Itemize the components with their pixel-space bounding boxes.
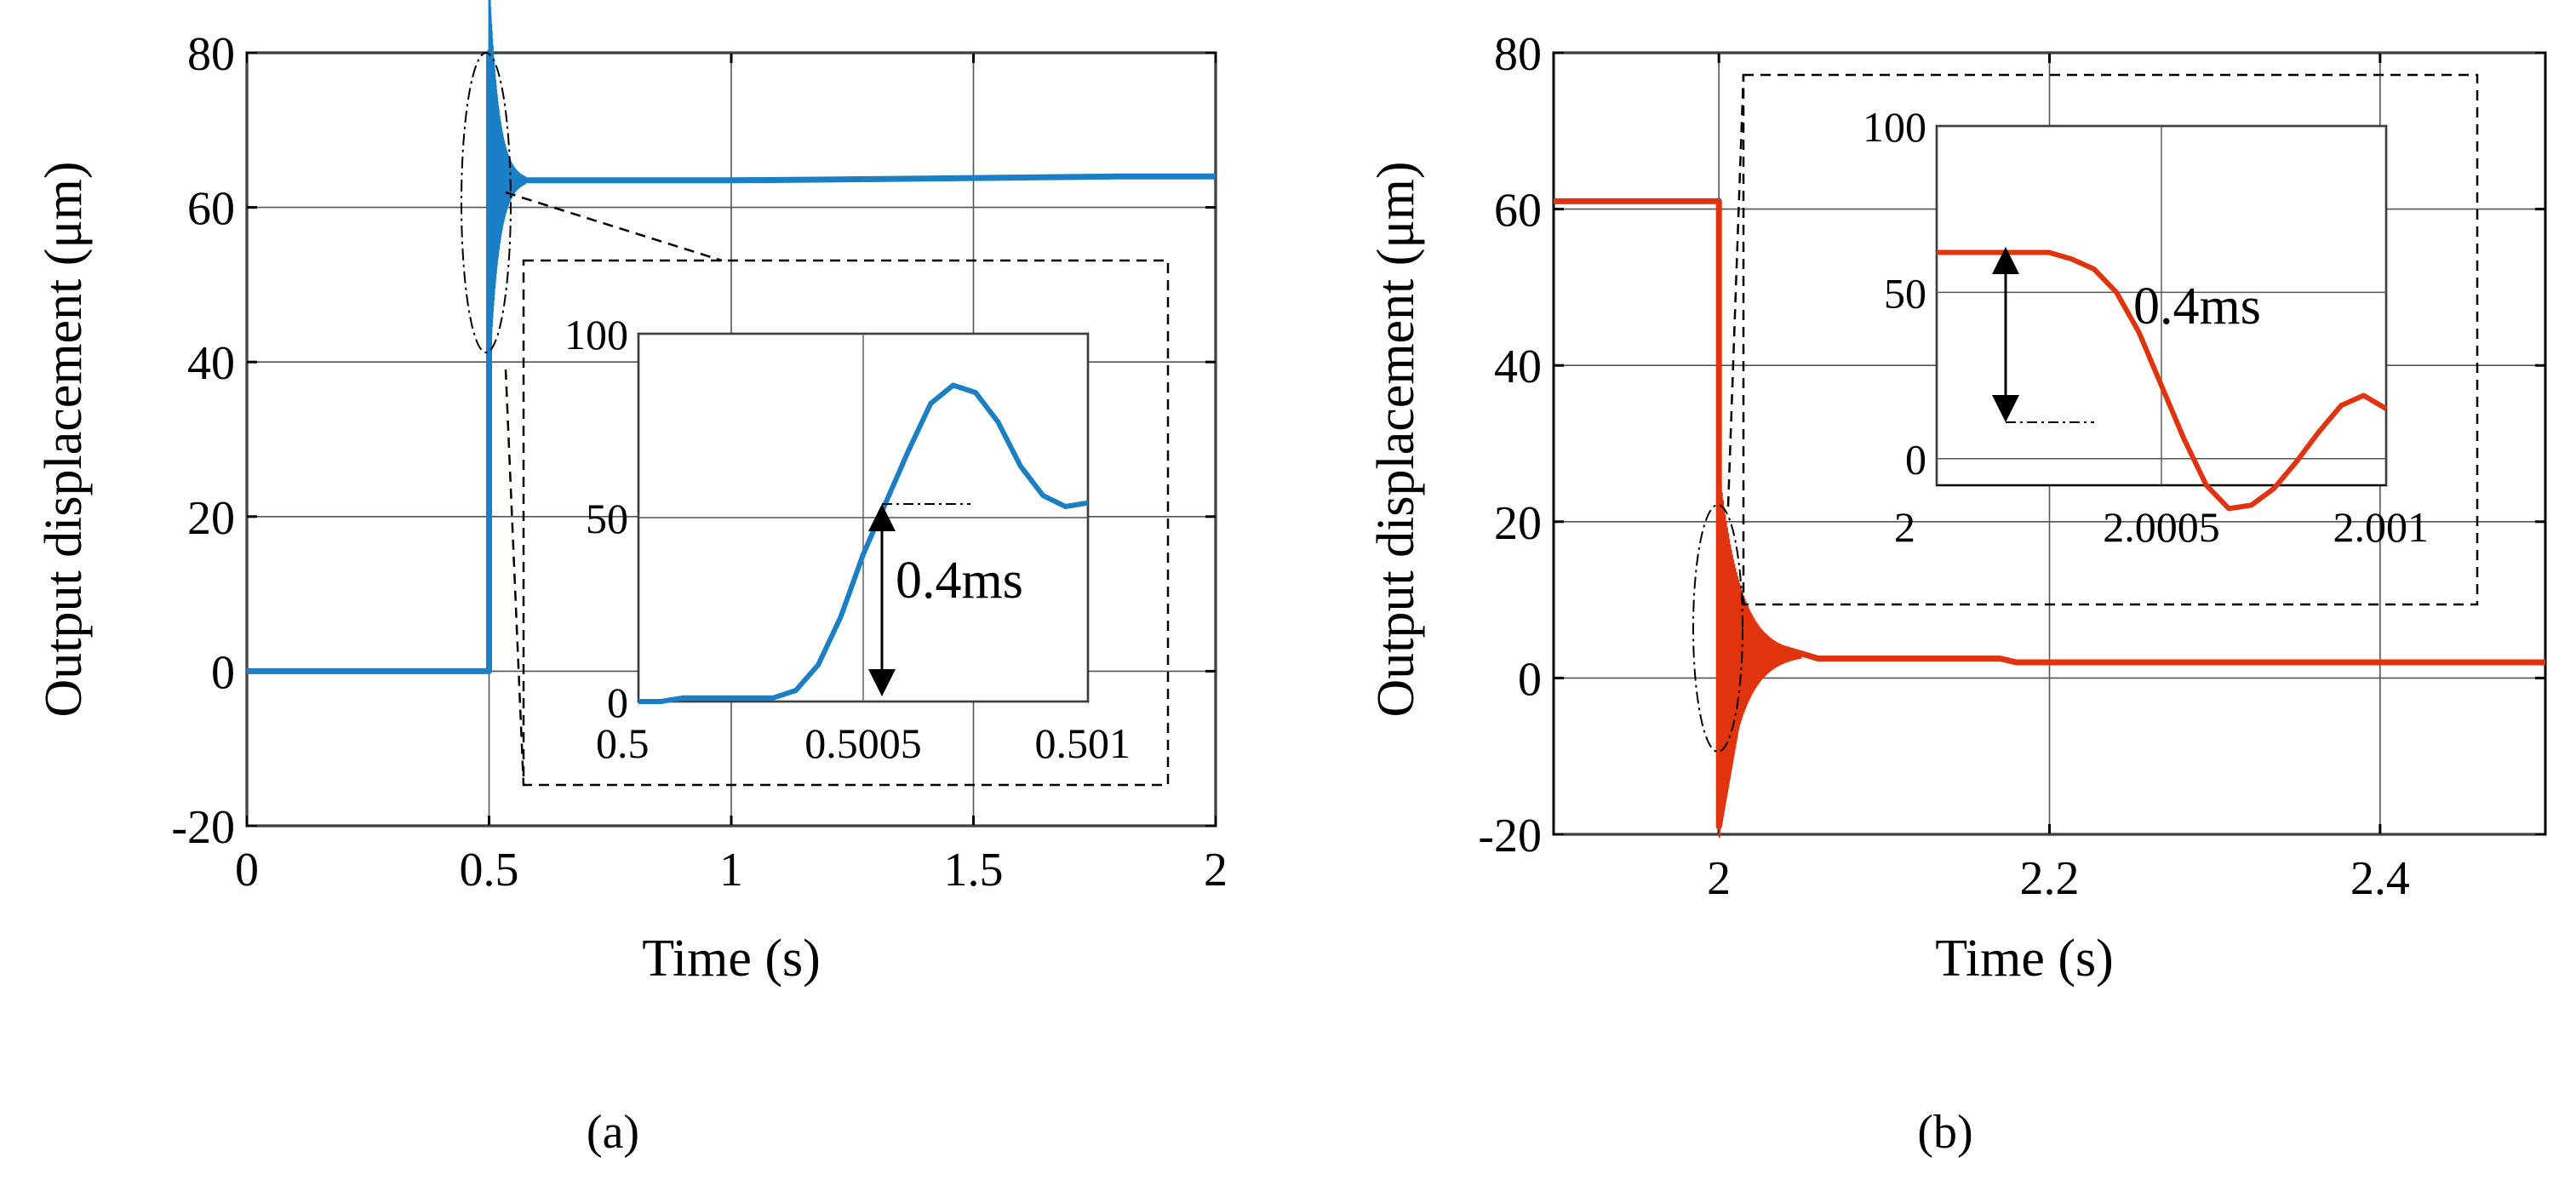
b-y-axis-label: Output displacement (μm): [1367, 161, 1425, 717]
b-inset-y-tick-label: 0: [1905, 436, 1926, 484]
a-x-tick-label: 1: [719, 844, 743, 896]
b-x-tick-label: 2.4: [2350, 852, 2410, 905]
a-inset-y-tick-label: 100: [564, 311, 628, 358]
b-y-tick-label: 20: [1494, 497, 1542, 550]
a-arrow-head-down: [868, 669, 896, 696]
b-duration-annotation: 0.4ms: [2133, 278, 2261, 335]
b-x-tick-label: 2: [1707, 852, 1731, 905]
a-duration-annotation: 0.4ms: [896, 552, 1023, 610]
a-x-tick-label: 2: [1204, 844, 1228, 896]
b-arrow-head-down: [1992, 395, 2019, 422]
b-x-tick-label: 2.2: [2020, 852, 2080, 905]
panel-b-caption: (b): [1917, 1106, 1972, 1159]
a-zoom-box: [522, 259, 1170, 787]
b-x-axis-label: Time (s): [1935, 930, 2114, 988]
a-x-axis-label: Time (s): [642, 930, 821, 988]
a-inset-x-tick-label: 0.5005: [804, 719, 922, 767]
b-arrow-head-up: [1992, 247, 2019, 274]
b-inset-y-tick-label: 50: [1884, 269, 1926, 317]
b-inset-x-tick-label: 2: [1894, 503, 1915, 551]
b-y-tick-label: 60: [1494, 185, 1542, 238]
a-inset-y-tick-label: 50: [586, 495, 628, 542]
a-y-tick-label: 80: [187, 28, 235, 81]
b-highlight-ellipse: [1692, 504, 1743, 753]
a-inset-series-line: [638, 382, 1089, 704]
b-y-tick-label: -20: [1478, 810, 1542, 862]
a-ringing-oscillation: [488, 0, 527, 377]
a-x-tick-label: 0.5: [460, 844, 519, 896]
a-inset-x-tick-label: 0.5: [596, 719, 650, 767]
a-inset-x-tick-label: 0.501: [1035, 719, 1131, 767]
b-inset-y-tick-label: 100: [1863, 103, 1926, 151]
a-highlight-ellipse: [461, 52, 512, 353]
b-zoom-box: [1742, 73, 2479, 606]
b-ringing-oscillation: [1718, 467, 1803, 838]
a-y-tick-label: 20: [187, 492, 235, 545]
b-inset-x-tick-label: 2.001: [2333, 503, 2430, 551]
a-y-tick-label: 40: [187, 337, 235, 390]
a-y-tick-label: 0: [211, 646, 235, 699]
a-inset-y-tick-label: 0: [607, 679, 628, 726]
b-y-tick-label: 0: [1518, 653, 1542, 706]
a-zoom-connector: [504, 369, 525, 786]
a-arrow-head-up: [868, 504, 896, 531]
a-zoom-connector: [505, 191, 723, 262]
a-y-tick-label: -20: [171, 801, 235, 854]
b-zoom-connector: [1726, 74, 1745, 507]
b-y-tick-label: 40: [1494, 341, 1542, 393]
b-inset-series-line: [1937, 249, 2388, 512]
a-y-tick-label: 60: [187, 183, 235, 236]
b-y-tick-label: 80: [1494, 28, 1542, 81]
b-inset-x-tick-label: 2.0005: [2103, 503, 2220, 551]
a-series-line: [247, 49, 1216, 674]
a-y-axis-label: Output displacement (μm): [35, 161, 93, 717]
a-x-tick-label: 1.5: [944, 844, 1004, 896]
panel-a-caption: (a): [587, 1106, 639, 1159]
a-x-tick-label: 0: [235, 844, 259, 896]
